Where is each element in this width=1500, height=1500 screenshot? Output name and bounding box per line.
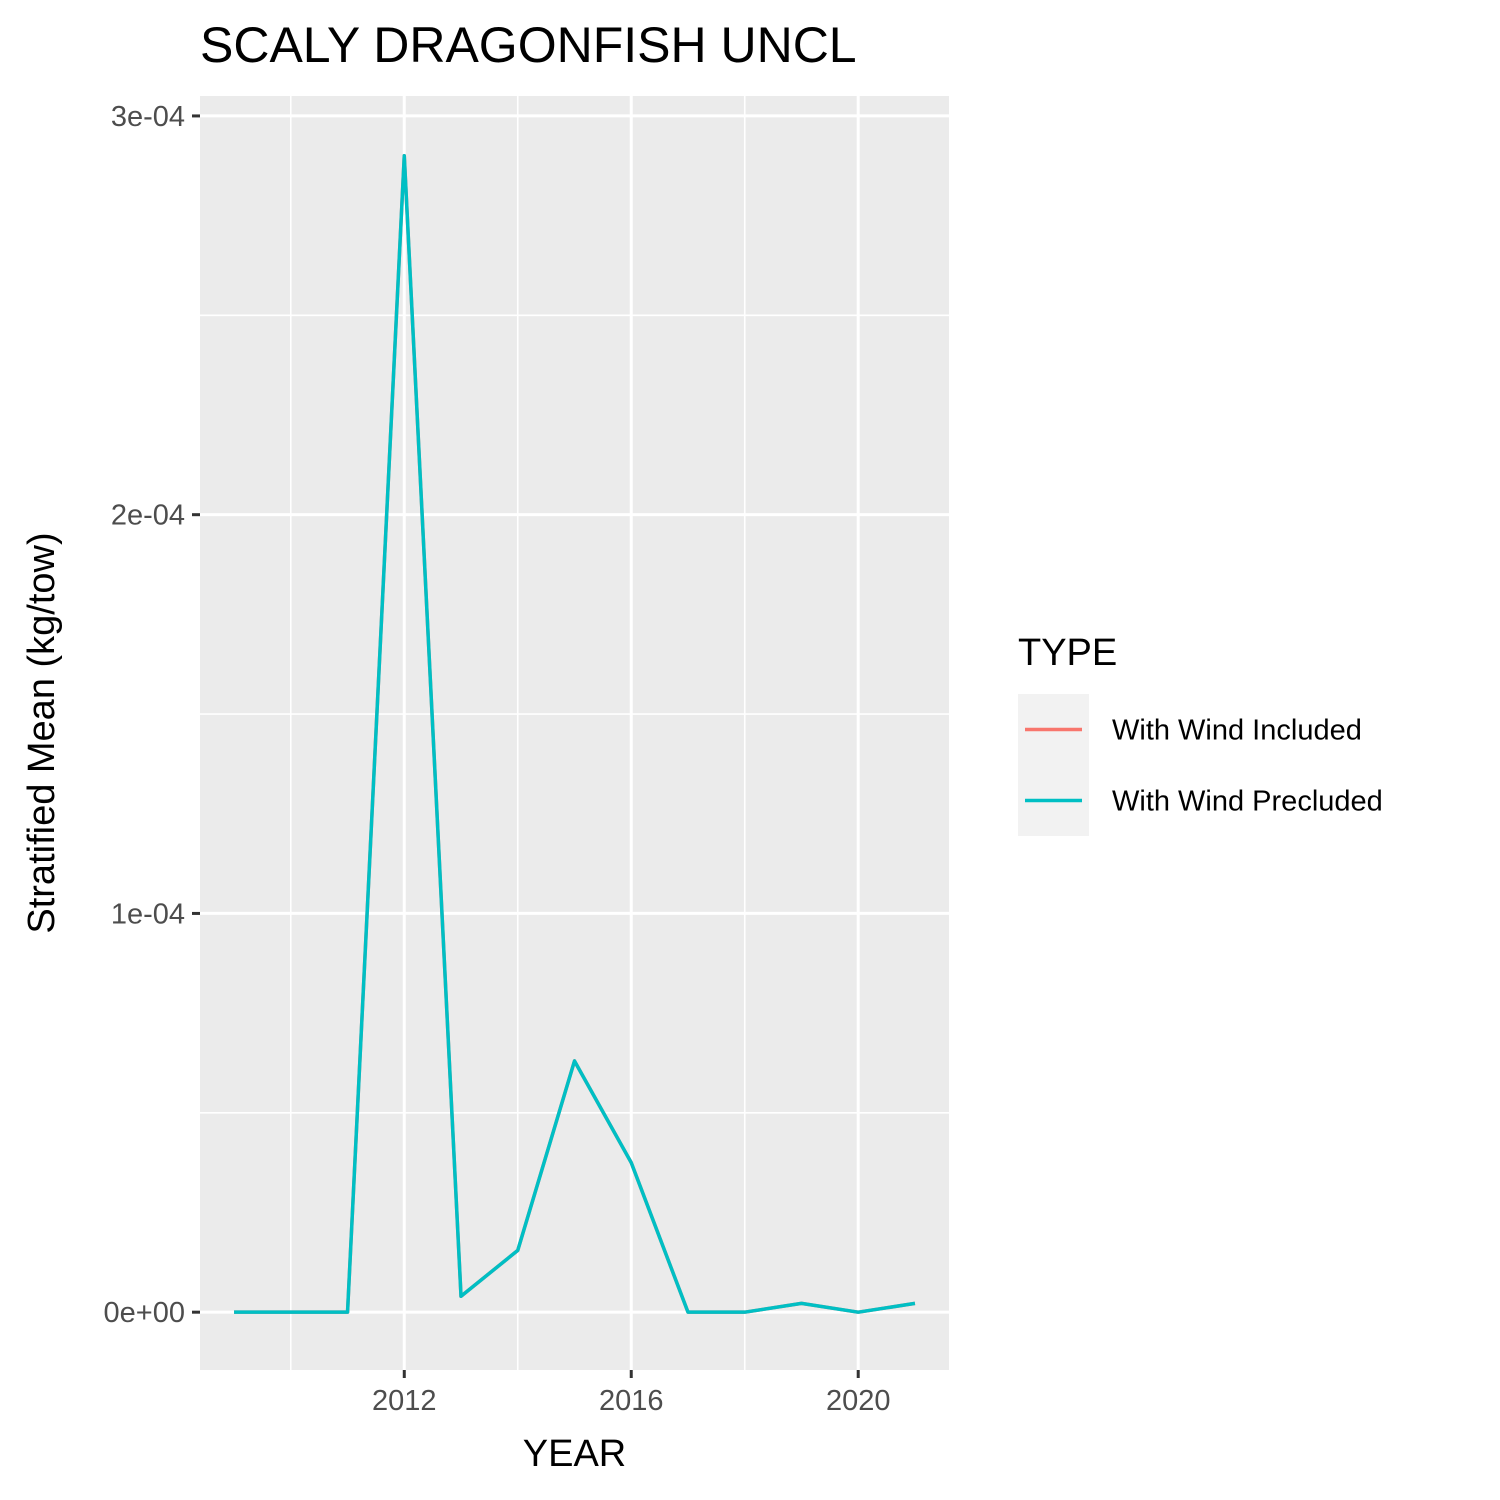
x-axis-title: YEAR: [523, 1433, 626, 1475]
y-tick-label-3: 3e-04: [111, 101, 185, 133]
grid-minor-lines: [200, 96, 949, 1370]
x-tick-label-0: 2012: [372, 1385, 437, 1417]
legend: TYPE With Wind Included With Wind Preclud…: [1018, 632, 1383, 836]
y-axis-title: Stratified Mean (kg/tow): [21, 532, 63, 933]
series-line-1: [234, 154, 916, 1314]
y-axis: 0e+00 1e-04 2e-04 3e-04: [104, 101, 200, 1329]
legend-title: TYPE: [1018, 632, 1117, 674]
x-tick-label-1: 2016: [599, 1385, 664, 1417]
plot-panel: [200, 96, 949, 1370]
x-tick-label-2: 2020: [826, 1385, 891, 1417]
x-axis: 2012 2016 2020: [372, 1370, 890, 1417]
y-tick-label-2: 2e-04: [111, 500, 185, 532]
series-lines: [234, 154, 916, 1314]
y-tick-label-0: 0e+00: [104, 1297, 185, 1329]
grid-major-lines: [200, 96, 949, 1370]
legend-label-0: With Wind Included: [1112, 715, 1362, 747]
y-tick-label-1: 1e-04: [111, 898, 185, 930]
legend-items: With Wind Included With Wind Precluded: [1018, 694, 1383, 836]
chart-title: SCALY DRAGONFISH UNCL: [200, 17, 857, 73]
legend-label-1: With Wind Precluded: [1112, 786, 1383, 818]
